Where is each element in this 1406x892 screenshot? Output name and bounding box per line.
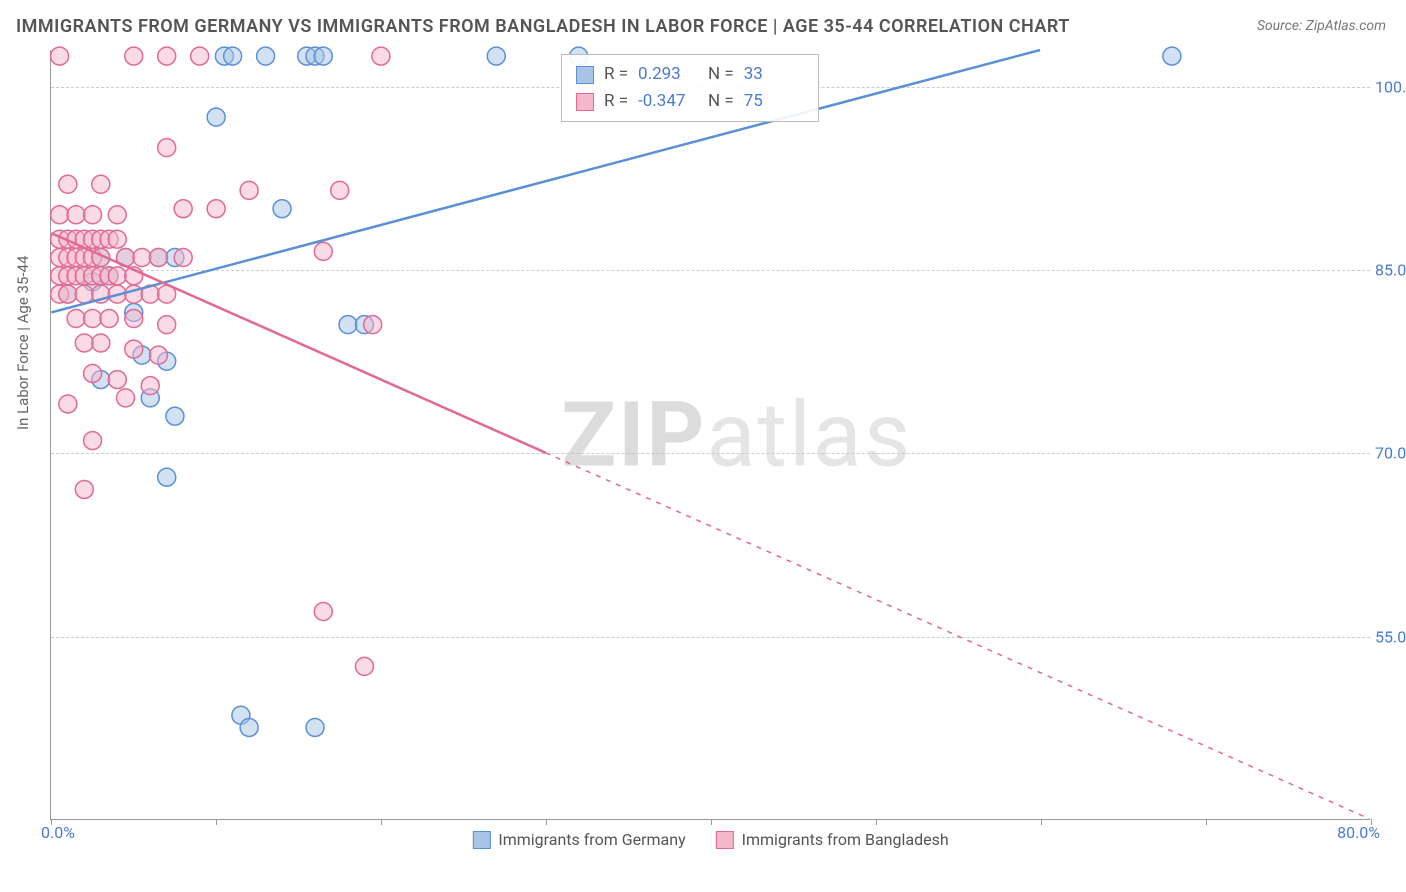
- stats-r-label: R =: [604, 61, 628, 88]
- chart-plot-area: ZIPatlas R =0.293N =33R =-0.347N =75 0.0…: [50, 50, 1370, 820]
- data-point: [158, 316, 176, 334]
- correlation-stats-box: R = 0.293 N = 33 R = -0.347 N = 75: [561, 54, 819, 122]
- stats-n-label: N =: [708, 61, 734, 88]
- legend-label: Immigrants from Bangladesh: [742, 830, 949, 849]
- x-tick: [216, 819, 217, 825]
- data-point: [158, 139, 176, 157]
- data-point: [166, 407, 184, 425]
- data-point: [108, 371, 126, 389]
- data-point: [1163, 47, 1181, 65]
- data-point: [273, 200, 291, 218]
- scatter-plot-svg: [51, 50, 1370, 819]
- x-tick: [1041, 819, 1042, 825]
- stats-n-value: 75: [744, 88, 804, 115]
- data-point: [51, 47, 69, 65]
- data-point: [84, 432, 102, 450]
- chart-legend: Immigrants from Germany Immigrants from B…: [472, 830, 948, 849]
- data-point: [125, 47, 143, 65]
- legend-item: Immigrants from Bangladesh: [716, 830, 949, 849]
- x-axis-max-label: 80.0%: [1337, 823, 1380, 842]
- data-point: [75, 334, 93, 352]
- data-point: [75, 285, 93, 303]
- data-point: [207, 108, 225, 126]
- data-point: [125, 340, 143, 358]
- legend-swatch: [472, 831, 490, 849]
- data-point: [207, 200, 225, 218]
- y-tick-label: 70.0%: [1375, 444, 1406, 463]
- data-point: [108, 206, 126, 224]
- y-axis-label: In Labor Force | Age 35-44: [14, 256, 32, 430]
- x-tick: [51, 819, 52, 825]
- data-point: [92, 334, 110, 352]
- trend-line-dashed: [546, 453, 1370, 819]
- data-point: [133, 249, 151, 267]
- data-point: [314, 603, 332, 621]
- stats-row: R = 0.293 N = 33: [576, 61, 804, 88]
- data-point: [125, 310, 143, 328]
- data-point: [75, 480, 93, 498]
- stats-n-value: 33: [744, 61, 804, 88]
- data-point: [355, 657, 373, 675]
- legend-item: Immigrants from Germany: [472, 830, 685, 849]
- data-point: [141, 377, 159, 395]
- stats-swatch: [576, 93, 594, 111]
- data-point: [84, 310, 102, 328]
- data-point: [240, 181, 258, 199]
- x-tick: [711, 819, 712, 825]
- x-tick: [381, 819, 382, 825]
- legend-swatch: [716, 831, 734, 849]
- stats-n-label: N =: [708, 88, 734, 115]
- data-point: [117, 389, 135, 407]
- data-point: [59, 395, 77, 413]
- data-point: [331, 181, 349, 199]
- x-tick: [546, 819, 547, 825]
- data-point: [59, 285, 77, 303]
- stats-r-value: -0.347: [638, 88, 698, 115]
- data-point: [67, 206, 85, 224]
- data-point: [240, 718, 258, 736]
- data-point: [84, 206, 102, 224]
- data-point: [51, 206, 69, 224]
- data-point: [108, 267, 126, 285]
- y-tick-label: 85.0%: [1375, 261, 1406, 280]
- data-point: [92, 175, 110, 193]
- data-point: [314, 242, 332, 260]
- data-point: [84, 364, 102, 382]
- data-point: [158, 47, 176, 65]
- legend-label: Immigrants from Germany: [498, 830, 685, 849]
- data-point: [108, 230, 126, 248]
- stats-row: R = -0.347 N = 75: [576, 88, 804, 115]
- data-point: [257, 47, 275, 65]
- data-point: [487, 47, 505, 65]
- y-tick-label: 55.0%: [1375, 627, 1406, 646]
- data-point: [158, 468, 176, 486]
- data-point: [339, 316, 357, 334]
- x-axis-min-label: 0.0%: [41, 823, 75, 842]
- data-point: [59, 175, 77, 193]
- data-point: [149, 249, 167, 267]
- trend-line: [51, 233, 545, 453]
- x-tick: [1371, 819, 1372, 825]
- y-tick-label: 100.0%: [1375, 77, 1406, 96]
- trend-line: [51, 50, 1040, 312]
- data-point: [372, 47, 390, 65]
- data-point: [100, 310, 118, 328]
- data-point: [314, 47, 332, 65]
- x-tick: [876, 819, 877, 825]
- data-point: [306, 718, 324, 736]
- data-point: [149, 346, 167, 364]
- source-attribution: Source: ZipAtlas.com: [1257, 18, 1386, 34]
- data-point: [67, 310, 85, 328]
- data-point: [174, 249, 192, 267]
- chart-title: IMMIGRANTS FROM GERMANY VS IMMIGRANTS FR…: [16, 16, 1070, 37]
- data-point: [191, 47, 209, 65]
- x-tick: [1206, 819, 1207, 825]
- data-point: [174, 200, 192, 218]
- data-point: [364, 316, 382, 334]
- stats-r-label: R =: [604, 88, 628, 115]
- stats-swatch: [576, 66, 594, 84]
- stats-r-value: 0.293: [638, 61, 698, 88]
- data-point: [224, 47, 242, 65]
